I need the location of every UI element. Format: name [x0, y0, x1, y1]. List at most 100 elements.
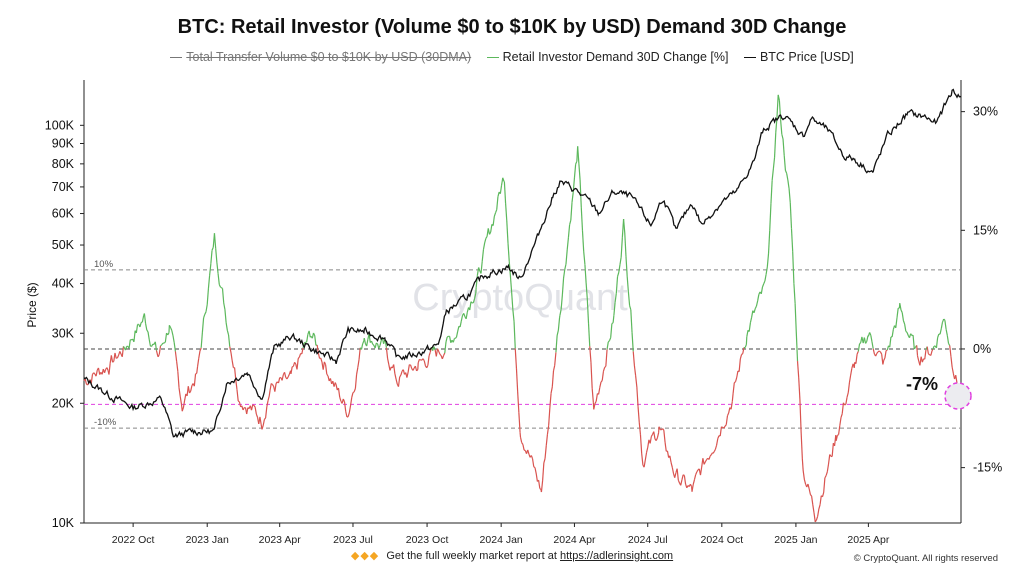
demand-line-segment — [449, 336, 452, 343]
demand-line-segment — [266, 400, 269, 408]
demand-line-segment — [763, 280, 766, 285]
demand-line-segment — [578, 163, 581, 180]
demand-line-segment — [692, 479, 696, 485]
demand-line-segment — [811, 496, 814, 505]
demand-line-segment — [712, 451, 715, 454]
demand-line-segment — [426, 365, 429, 369]
demand-line-segment — [630, 309, 633, 333]
footer-emoji-icon: ◆◆◆ — [350, 550, 380, 562]
demand-line-segment — [376, 342, 378, 345]
price-series — [83, 88, 962, 439]
demand-line-segment — [726, 412, 730, 417]
demand-line-segment — [691, 484, 694, 492]
demand-line-segment — [713, 449, 716, 453]
demand-line-segment — [869, 332, 872, 336]
demand-line-segment — [608, 337, 612, 341]
demand-line-segment — [178, 387, 181, 397]
legend-item-volume[interactable]: Total Transfer Volume $0 to $10K by USD … — [170, 50, 471, 64]
demand-line-segment — [509, 275, 513, 293]
demand-line-segment — [223, 302, 226, 310]
demand-line-segment — [827, 454, 831, 465]
y-left-tick-label: 40K — [52, 277, 75, 291]
demand-line-segment — [133, 330, 136, 342]
demand-line-segment — [204, 311, 207, 315]
demand-line-segment — [845, 397, 848, 405]
demand-line-segment — [899, 303, 902, 311]
demand-line-segment — [400, 370, 403, 376]
demand-line-segment — [543, 458, 546, 464]
demand-line-segment — [163, 341, 166, 344]
demand-line-segment — [195, 372, 198, 375]
footer-link[interactable]: https://adlerinsight.com — [559, 550, 674, 562]
demand-line-segment — [635, 375, 638, 388]
demand-line-segment — [261, 425, 264, 430]
demand-line-segment — [590, 362, 593, 389]
demand-line-segment — [556, 330, 559, 336]
demand-line-segment — [211, 247, 214, 251]
demand-line-segment — [544, 445, 547, 459]
demand-line-segment — [221, 288, 225, 303]
legend-item-demand[interactable]: Retail Investor Demand 30D Change [%] — [486, 50, 728, 64]
demand-line-segment — [314, 335, 317, 346]
demand-line-segment — [778, 100, 782, 120]
demand-line-segment — [419, 358, 421, 361]
demand-line-segment — [784, 170, 788, 174]
demand-line-segment — [808, 488, 811, 495]
x-tick-label: 2023 Jan — [186, 534, 229, 546]
demand-line-segment — [370, 340, 374, 345]
demand-line-segment — [253, 404, 256, 408]
demand-line-segment — [814, 519, 817, 523]
demand-line-segment — [926, 346, 929, 354]
demand-line-segment — [531, 458, 535, 467]
callout-label: -7% — [906, 374, 938, 394]
demand-line-segment — [803, 479, 807, 485]
demand-line-segment — [550, 386, 553, 394]
demand-line-segment — [352, 391, 355, 394]
demand-line-segment — [770, 180, 773, 204]
demand-line-segment — [863, 337, 867, 344]
demand-line-segment — [287, 374, 290, 378]
demand-line-segment — [671, 467, 675, 474]
demand-line-segment — [584, 264, 587, 283]
demand-line-segment — [172, 335, 175, 343]
demand-line-segment — [632, 351, 636, 367]
demand-line-segment — [490, 224, 493, 233]
demand-line-segment — [182, 399, 186, 408]
demand-line-segment — [799, 399, 802, 433]
y-left-tick-label: 20K — [52, 396, 75, 410]
demand-line-segment — [812, 504, 815, 513]
demand-line-segment — [539, 487, 542, 491]
demand-line-segment — [724, 424, 727, 427]
demand-line-segment — [216, 262, 219, 274]
demand-line-segment — [739, 354, 743, 360]
demand-line-segment — [885, 349, 888, 352]
demand-line-segment — [796, 361, 800, 379]
demand-line-segment — [290, 366, 293, 375]
demand-line-segment — [767, 230, 771, 254]
demand-line-segment — [741, 353, 744, 356]
demand-line-segment — [115, 357, 118, 359]
demand-line-segment — [955, 375, 958, 383]
demand-line-segment — [480, 261, 483, 274]
demand-line-segment — [715, 438, 719, 446]
demand-line-segment — [840, 413, 843, 418]
demand-line-segment — [872, 348, 876, 355]
demand-line-segment — [224, 309, 227, 323]
demand-line-segment — [433, 346, 436, 350]
demand-line-segment — [465, 312, 468, 319]
demand-line-segment — [837, 434, 839, 436]
demand-line-segment — [567, 224, 571, 238]
demand-line-segment — [217, 273, 220, 285]
demand-line-segment — [565, 249, 568, 265]
demand-line-segment — [108, 363, 111, 375]
demand-line-segment — [683, 475, 687, 485]
demand-line-segment — [427, 355, 430, 366]
demand-line-segment — [481, 249, 485, 262]
legend-item-price[interactable]: BTC Price [USD] — [743, 50, 854, 64]
demand-line-segment — [807, 483, 810, 490]
demand-line-segment — [308, 330, 311, 338]
demand-line-segment — [423, 360, 427, 366]
demand-line-segment — [611, 322, 614, 325]
demand-line-segment — [831, 443, 834, 457]
demand-line-segment — [746, 330, 749, 338]
